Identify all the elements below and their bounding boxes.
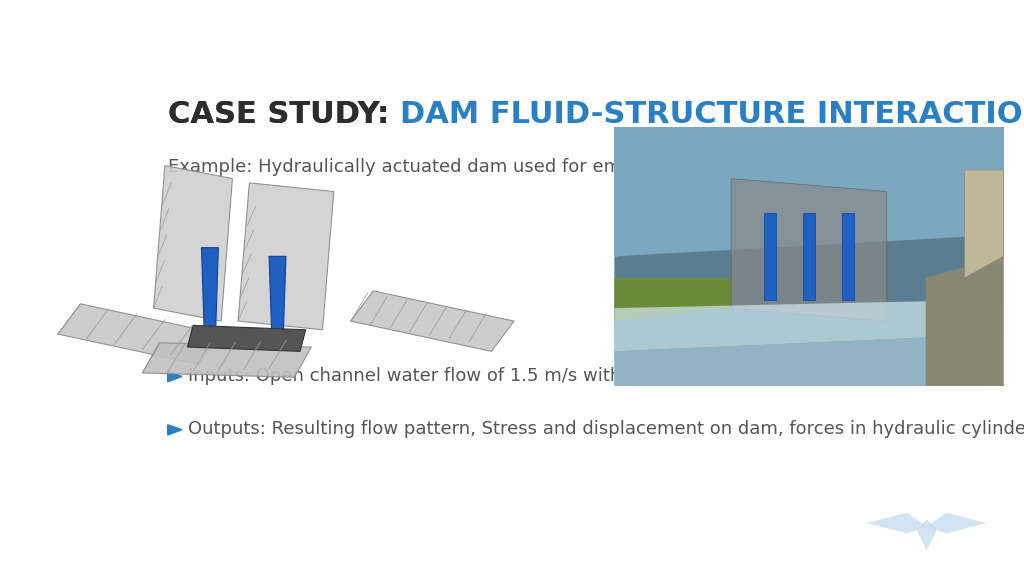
Polygon shape	[269, 256, 286, 338]
Polygon shape	[965, 170, 1004, 278]
Polygon shape	[239, 183, 334, 329]
Text: Example: Hydraulically actuated dam used for emergency flood control: Example: Hydraulically actuated dam used…	[168, 158, 812, 176]
Polygon shape	[187, 325, 306, 351]
Polygon shape	[168, 425, 182, 435]
Polygon shape	[614, 235, 1004, 386]
Polygon shape	[927, 513, 987, 533]
Polygon shape	[154, 166, 232, 321]
Polygon shape	[614, 334, 1004, 386]
Text: CASE STUDY:: CASE STUDY:	[168, 100, 399, 129]
Polygon shape	[614, 127, 1004, 256]
Polygon shape	[866, 513, 927, 533]
Polygon shape	[350, 291, 514, 351]
Polygon shape	[916, 520, 937, 551]
Polygon shape	[57, 304, 221, 365]
Polygon shape	[842, 213, 854, 300]
Polygon shape	[614, 300, 1004, 351]
Polygon shape	[926, 256, 1004, 386]
Text: DAM FLUID-STRUCTURE INTERACTION: DAM FLUID-STRUCTURE INTERACTION	[399, 100, 1024, 129]
Polygon shape	[731, 179, 887, 321]
Polygon shape	[764, 213, 776, 300]
Text: CASE STUDY:: CASE STUDY:	[168, 100, 399, 129]
Polygon shape	[803, 213, 815, 300]
Polygon shape	[142, 343, 311, 377]
Polygon shape	[614, 278, 731, 321]
Polygon shape	[168, 372, 182, 382]
Polygon shape	[202, 248, 218, 334]
Text: Outputs: Resulting flow pattern, Stress and displacement on dam, forces in hydra: Outputs: Resulting flow pattern, Stress …	[187, 420, 1024, 438]
Text: Inputs: Open channel water flow of 1.5 m/s with 1.5 m elevation: Inputs: Open channel water flow of 1.5 m…	[187, 367, 768, 385]
